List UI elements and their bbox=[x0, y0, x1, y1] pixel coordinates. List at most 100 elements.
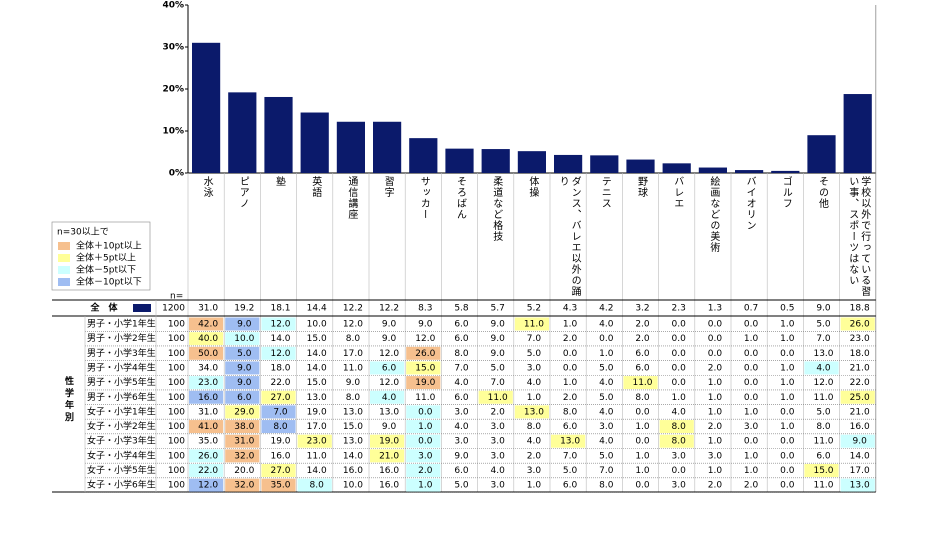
bar bbox=[590, 155, 619, 173]
cell-value: 13.0 bbox=[343, 407, 363, 417]
x-tick-label: バイオリン bbox=[744, 176, 756, 231]
cell-value: 15.0 bbox=[813, 466, 833, 476]
cell-value: 9.0 bbox=[418, 320, 433, 330]
x-tick-label: 通信講座 bbox=[345, 176, 357, 220]
cell-value: 19.0 bbox=[307, 407, 327, 417]
cell-highlight bbox=[659, 434, 694, 448]
y-tick-label: 20% bbox=[162, 85, 184, 95]
cell-highlight bbox=[406, 405, 441, 419]
cell-value: 8.0 bbox=[273, 422, 288, 432]
cell-value: 11.0 bbox=[813, 393, 833, 403]
row-label: 女子・小学1年生 bbox=[87, 405, 156, 417]
cell-value: 42.0 bbox=[198, 320, 218, 330]
cell-value: 1.0 bbox=[563, 320, 578, 330]
overall-value: 31.0 bbox=[198, 304, 218, 314]
row-label: 男子・小学5年生 bbox=[87, 376, 156, 388]
legend-label: 全体＋5pt以上 bbox=[76, 252, 136, 264]
category-label-box: ダンス、バレエ以外の踊り bbox=[557, 176, 580, 297]
overall-value: 4.3 bbox=[563, 304, 577, 314]
cell-highlight bbox=[406, 464, 441, 477]
row-n: 100 bbox=[168, 378, 185, 388]
cell-value: 2.0 bbox=[418, 466, 433, 476]
cell-value: 11.0 bbox=[813, 437, 833, 447]
cell-value: 14.0 bbox=[307, 349, 327, 359]
cell-highlight bbox=[840, 478, 875, 492]
cell-value: 31.0 bbox=[234, 437, 254, 447]
cell-highlight bbox=[189, 390, 224, 404]
cell-value: 3.0 bbox=[708, 451, 723, 461]
cell-value: 8.0 bbox=[527, 422, 542, 432]
category-label-box: そろばん bbox=[454, 176, 465, 220]
cell-value: 1.0 bbox=[563, 378, 578, 388]
cell-value: 5.0 bbox=[527, 349, 542, 359]
cell-value: 18.0 bbox=[270, 363, 290, 373]
cell-value: 16.0 bbox=[270, 451, 290, 461]
y-tick-label: 40% bbox=[162, 1, 184, 11]
cell-value: 4.0 bbox=[382, 393, 397, 403]
cell-value: 15.0 bbox=[307, 334, 327, 344]
overall-value: 8.3 bbox=[418, 304, 432, 314]
cell-value: 7.0 bbox=[527, 334, 542, 344]
cell-value: 4.0 bbox=[527, 378, 542, 388]
cell-value: 3.0 bbox=[491, 451, 506, 461]
bar bbox=[735, 170, 764, 173]
cell-value: 1.0 bbox=[708, 393, 723, 403]
cell-value: 0.0 bbox=[780, 407, 795, 417]
cell-value: 11.0 bbox=[488, 393, 508, 403]
cell-value: 1.0 bbox=[780, 378, 795, 388]
cell-value: 2.0 bbox=[708, 363, 723, 373]
cell-value: 31.0 bbox=[198, 407, 218, 417]
cell-highlight bbox=[370, 361, 405, 375]
row-label: 男子・小学6年生 bbox=[87, 391, 156, 403]
overall-value: 1.3 bbox=[708, 304, 722, 314]
bar bbox=[481, 149, 510, 173]
cell-value: 12.0 bbox=[379, 349, 399, 359]
cell-value: 1.0 bbox=[744, 407, 759, 417]
cell-value: 22.0 bbox=[198, 466, 218, 476]
cell-value: 16.0 bbox=[379, 466, 399, 476]
category-label-box: 体操 bbox=[527, 176, 538, 198]
cell-value: 1.0 bbox=[635, 466, 650, 476]
cell-highlight bbox=[406, 346, 441, 360]
bar bbox=[336, 121, 365, 173]
cell-value: 23.0 bbox=[307, 437, 327, 447]
cell-highlight bbox=[225, 420, 260, 434]
x-tick-label: ピアノ bbox=[237, 176, 249, 209]
cell-value: 12.0 bbox=[198, 481, 218, 491]
x-tick-label: ゴルフ bbox=[780, 176, 792, 209]
cell-value: 6.0 bbox=[454, 334, 469, 344]
cell-value: 2.0 bbox=[527, 451, 542, 461]
category-label-box: 英語 bbox=[310, 176, 321, 198]
cell-value: 2.0 bbox=[708, 422, 723, 432]
cell-value: 6.0 bbox=[454, 320, 469, 330]
cell-value: 0.0 bbox=[635, 437, 650, 447]
cell-value: 3.0 bbox=[454, 437, 469, 447]
cell-value: 27.0 bbox=[270, 466, 290, 476]
y-tick-label: 30% bbox=[162, 43, 184, 53]
cell-value: 4.0 bbox=[527, 437, 542, 447]
cell-highlight bbox=[225, 346, 260, 360]
cell-highlight bbox=[225, 332, 260, 346]
bar bbox=[192, 42, 221, 173]
cell-value: 16.0 bbox=[198, 393, 218, 403]
overall-value: 18.1 bbox=[270, 304, 290, 314]
cell-value: 13.0 bbox=[343, 437, 363, 447]
y-tick-label: 0% bbox=[169, 169, 184, 179]
category-label-box: 柔道など格技 bbox=[491, 176, 502, 242]
cell-value: 11.0 bbox=[415, 393, 435, 403]
row-n: 100 bbox=[168, 407, 185, 417]
cell-value: 5.0 bbox=[599, 363, 614, 373]
cell-value: 14.0 bbox=[270, 334, 290, 344]
cell-value: 17.0 bbox=[850, 466, 870, 476]
cell-value: 3.0 bbox=[672, 451, 687, 461]
cell-highlight bbox=[189, 464, 224, 477]
cell-value: 0.0 bbox=[635, 481, 650, 491]
category-label-box: 絵画などの美術 bbox=[708, 176, 719, 253]
cell-value: 0.0 bbox=[708, 320, 723, 330]
overall-label: 全 体 bbox=[89, 302, 118, 314]
legend-label: 全体＋10pt以上 bbox=[76, 240, 142, 252]
cell-value: 0.0 bbox=[672, 378, 687, 388]
cell-value: 8.0 bbox=[310, 481, 325, 491]
cell-value: 0.0 bbox=[744, 437, 759, 447]
cell-value: 4.0 bbox=[599, 320, 614, 330]
